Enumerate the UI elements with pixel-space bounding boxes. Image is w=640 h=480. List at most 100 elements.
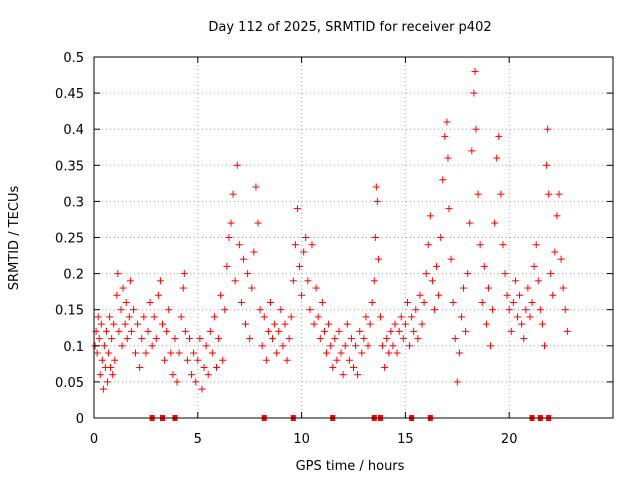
data-point	[293, 205, 301, 213]
data-point	[495, 132, 503, 140]
data-point	[561, 306, 569, 314]
data-point	[444, 154, 452, 162]
data-point	[466, 219, 474, 227]
data-point	[323, 349, 331, 357]
data-point	[239, 255, 247, 263]
data-point	[347, 335, 355, 343]
data-point	[161, 356, 169, 364]
data-point	[233, 161, 241, 169]
data-point	[306, 306, 314, 314]
data-point	[480, 262, 488, 270]
data-point	[366, 320, 374, 328]
data-point	[134, 320, 142, 328]
y-tick-label: 0.05	[55, 376, 84, 391]
data-point	[526, 313, 534, 321]
data-point	[210, 313, 218, 321]
data-point	[93, 349, 101, 357]
data-point	[325, 320, 333, 328]
data-point	[460, 284, 468, 292]
data-point	[142, 349, 150, 357]
data-point	[373, 197, 381, 205]
data-point	[335, 327, 343, 335]
data-point	[242, 320, 250, 328]
data-point	[372, 183, 380, 191]
x-tick-label: 0	[90, 432, 98, 447]
data-point	[320, 327, 328, 335]
data-point	[455, 349, 463, 357]
data-point	[260, 313, 268, 321]
data-point	[385, 349, 393, 357]
data-point	[273, 349, 281, 357]
data-point	[399, 335, 407, 343]
y-tick-label: 0.3	[63, 195, 84, 210]
data-point	[410, 327, 418, 335]
data-point	[472, 125, 480, 133]
data-point	[547, 270, 555, 278]
data-point	[287, 313, 295, 321]
data-point	[123, 335, 131, 343]
data-point	[121, 320, 129, 328]
data-point	[109, 371, 117, 379]
data-point	[530, 262, 538, 270]
data-point	[545, 190, 553, 198]
data-point	[499, 241, 507, 249]
data-point	[371, 234, 379, 241]
data-point	[555, 190, 563, 198]
data-point	[167, 349, 175, 357]
data-point	[356, 327, 364, 335]
data-point	[196, 335, 204, 343]
data-point	[111, 356, 119, 364]
data-point	[258, 342, 266, 350]
data-point	[387, 327, 395, 335]
data-point	[277, 306, 285, 314]
data-point	[362, 313, 370, 321]
data-point	[262, 356, 270, 364]
data-point	[383, 335, 391, 343]
data-point	[447, 255, 455, 263]
data-point	[279, 342, 287, 350]
data-point	[171, 335, 179, 343]
data-point	[165, 306, 173, 314]
data-point	[150, 313, 158, 321]
data-point	[103, 378, 111, 386]
data-point	[252, 183, 260, 191]
data-point	[127, 327, 135, 335]
y-tick-label: 0.25	[55, 232, 84, 247]
data-point	[408, 313, 416, 321]
y-tick-label: 0.2	[63, 268, 84, 283]
data-point	[100, 342, 108, 350]
data-point	[484, 284, 492, 292]
data-point	[433, 262, 441, 270]
data-point	[138, 335, 146, 343]
data-point	[491, 219, 499, 227]
data-point	[246, 335, 254, 343]
data-point	[524, 284, 532, 292]
data-point	[464, 270, 472, 278]
data-point	[487, 342, 495, 350]
data-point	[169, 371, 177, 379]
data-point	[482, 320, 490, 328]
data-point	[426, 212, 434, 220]
data-point	[122, 298, 130, 306]
data-point	[237, 298, 245, 306]
data-point	[283, 356, 291, 364]
data-point	[97, 320, 105, 328]
data-point	[354, 371, 362, 379]
data-point	[98, 356, 106, 364]
chart-title: Day 112 of 2025, SRMTID for receiver p40…	[208, 20, 491, 35]
data-point	[314, 313, 322, 321]
data-point	[192, 378, 200, 386]
data-point	[478, 298, 486, 306]
data-point	[179, 284, 187, 292]
data-point	[451, 335, 459, 343]
data-point	[509, 298, 517, 306]
data-point	[177, 313, 185, 321]
data-point	[132, 349, 140, 357]
data-point	[296, 262, 304, 270]
data-point	[538, 320, 546, 328]
data-point	[204, 371, 212, 379]
data-point	[397, 313, 405, 321]
data-point	[95, 335, 103, 343]
data-point	[364, 342, 372, 350]
